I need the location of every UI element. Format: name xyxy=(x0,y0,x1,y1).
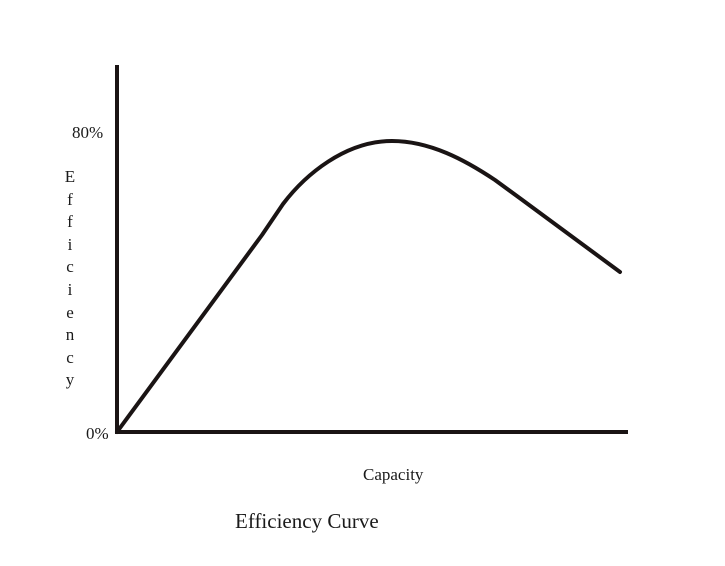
x-axis-label: Capacity xyxy=(363,465,424,484)
y-label-letter: i xyxy=(67,279,73,299)
y-label-letter: e xyxy=(66,302,74,322)
y-label-letter: c xyxy=(66,347,74,367)
y-tick-80: 80% xyxy=(72,123,104,142)
chart-caption: Efficiency Curve xyxy=(235,509,379,533)
y-label-letter: f xyxy=(67,212,73,232)
y-label-letter: f xyxy=(67,189,73,209)
efficiency-curve xyxy=(115,139,622,434)
y-label-letter: n xyxy=(65,325,75,345)
y-label-letter: i xyxy=(67,234,73,254)
y-label-letter: c xyxy=(66,257,74,277)
y-tick-0: 0% xyxy=(86,424,109,443)
y-label-letter: E xyxy=(64,167,76,186)
y-axis-label: E f f i c i e n c y xyxy=(63,166,77,392)
y-label-letter: y xyxy=(65,370,75,390)
